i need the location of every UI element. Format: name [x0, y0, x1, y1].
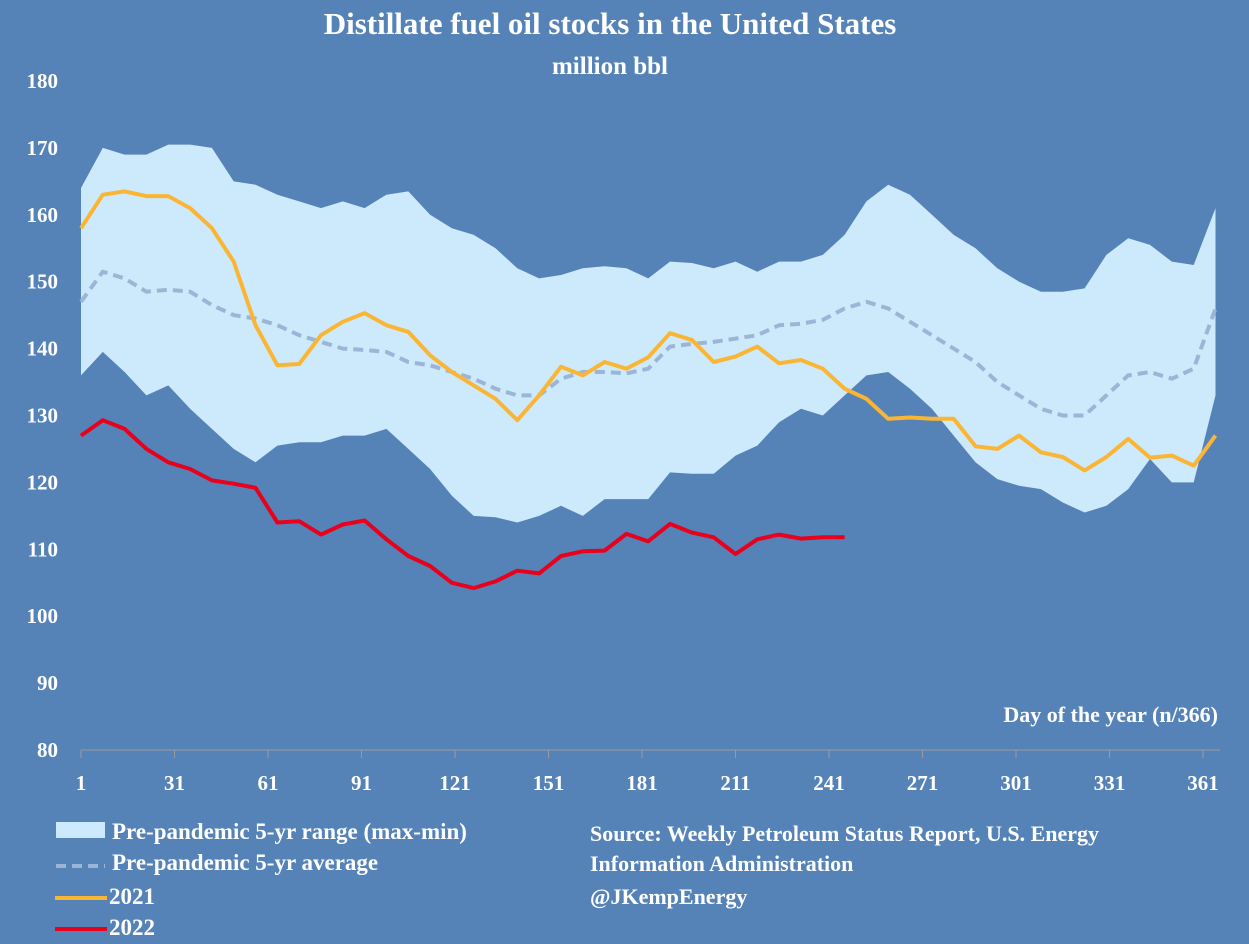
y-tick-label: 160 [27, 203, 59, 227]
x-tick-label: 361 [1187, 771, 1219, 795]
source-line-3: @JKempEnergy [590, 884, 747, 909]
legend: Pre-pandemic 5-yr range (max-min) Pre-pa… [55, 819, 467, 940]
y-tick-label: 120 [27, 470, 59, 494]
x-axis-label: Day of the year (n/366) [1003, 702, 1218, 727]
average-line [79, 269, 1218, 418]
chart-subtitle: million bbl [552, 53, 668, 80]
line-2021 [79, 189, 1218, 473]
legend-item-2022: 2022 [55, 915, 155, 940]
x-tick-label: 121 [439, 771, 471, 795]
legend-label-average: Pre-pandemic 5-yr average [112, 850, 378, 875]
legend-label-2021: 2021 [109, 884, 155, 909]
chart-title: Distillate fuel oil stocks in the United… [324, 6, 897, 41]
source-line-1: Source: Weekly Petroleum Status Report, … [590, 821, 1099, 846]
legend-label-2022: 2022 [109, 915, 155, 939]
y-axis: 80 90 100 110 120 130 140 150 160 170 180 [27, 69, 59, 762]
legend-item-range: Pre-pandemic 5-yr range (max-min) [56, 819, 467, 844]
x-tick-label: 151 [533, 771, 565, 795]
x-tick-label: 31 [164, 771, 185, 795]
x-tick-label: 271 [907, 771, 939, 795]
x-tick-label: 181 [626, 771, 658, 795]
x-axis: 1 31 61 91 121 151 181 211 241 271 301 331 361 [76, 749, 1220, 795]
x-tick-label: 211 [720, 771, 750, 795]
legend-item-average: Pre-pandemic 5-yr average [56, 850, 378, 875]
y-tick-label: 150 [27, 270, 59, 294]
source-line-2: Information Administration [590, 851, 853, 876]
y-tick-label: 80 [37, 738, 58, 762]
x-tick-label: 91 [351, 771, 372, 795]
source-note: Source: Weekly Petroleum Status Report, … [590, 821, 1099, 909]
x-tick-label: 61 [258, 771, 279, 795]
y-tick-label: 180 [27, 69, 59, 93]
y-tick-label: 100 [27, 604, 59, 628]
y-tick-label: 110 [28, 537, 58, 561]
x-tick-label: 1 [76, 771, 87, 795]
x-tick-label: 301 [1000, 771, 1032, 795]
legend-item-2021: 2021 [55, 884, 155, 909]
x-tick-label: 241 [813, 771, 845, 795]
legend-label-range: Pre-pandemic 5-yr range (max-min) [112, 819, 467, 844]
y-tick-label: 130 [27, 404, 59, 428]
y-tick-label: 170 [27, 136, 59, 160]
line-2022 [79, 418, 845, 591]
y-tick-label: 90 [37, 671, 58, 695]
plot-area [79, 144, 1218, 591]
y-tick-label: 140 [27, 337, 59, 361]
legend-swatch-range [56, 822, 105, 838]
range-band [81, 144, 1216, 523]
x-tick-label: 331 [1094, 771, 1126, 795]
